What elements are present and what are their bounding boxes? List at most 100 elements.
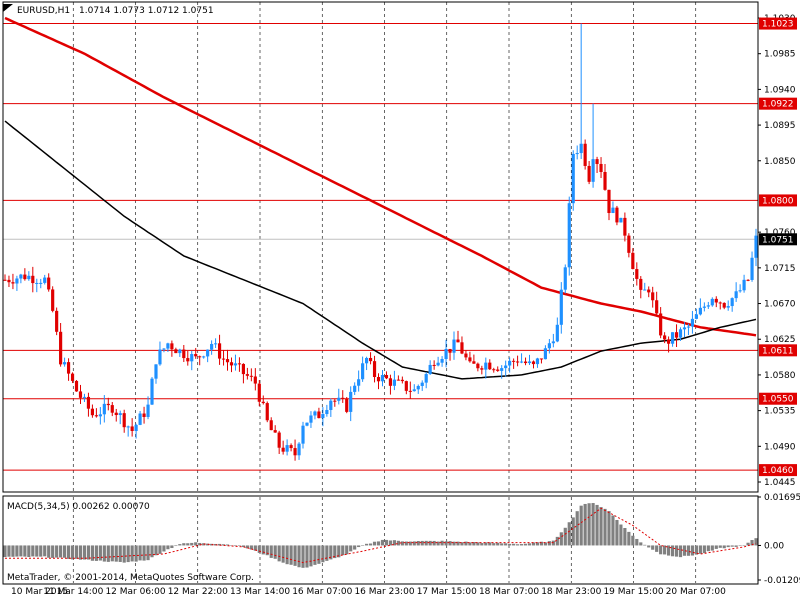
macd-bar [333, 545, 337, 559]
macd-bar [710, 545, 714, 551]
candle-body [7, 279, 11, 283]
macd-bar [468, 542, 472, 546]
candle-body [329, 400, 333, 410]
macd-bar [66, 545, 71, 559]
macd-bar [55, 545, 59, 558]
macd-bar [78, 545, 83, 560]
candle-body [527, 361, 532, 364]
macd-tick-label: 0.01695 [764, 493, 800, 503]
macd-bar [158, 545, 162, 554]
candle-body [559, 289, 563, 325]
macd-title: MACD(5,34,5) 0.00262 0.00070 [7, 502, 150, 512]
macd-bar [233, 545, 238, 547]
macd-bar [74, 545, 79, 559]
macd-bar [277, 545, 281, 562]
macd-bar [293, 545, 297, 566]
candle-body [682, 327, 687, 330]
macd-bar [571, 517, 575, 546]
candle-body [372, 361, 377, 378]
candle-body [440, 358, 444, 363]
candle-body [313, 411, 317, 416]
candle-body [686, 326, 691, 328]
x-tick-label: 12 Mar 06:00 [105, 587, 165, 597]
macd-bar [579, 505, 583, 546]
candle-body [154, 364, 158, 379]
candle-body [424, 374, 428, 383]
candle-body [273, 430, 277, 433]
macd-bar [273, 545, 277, 559]
macd-bar [15, 545, 19, 557]
chart-shift-icon[interactable] [3, 4, 13, 12]
macd-bar [257, 545, 261, 553]
candle-body [325, 409, 329, 415]
macd-bar [456, 541, 460, 546]
candle-body [710, 298, 714, 306]
macd-bar [639, 542, 643, 546]
candle-body [349, 391, 353, 412]
candlesticks [3, 23, 758, 461]
candle-body [162, 348, 166, 350]
macd-bar [615, 519, 619, 546]
candle-body [285, 445, 289, 452]
candle-body [436, 362, 440, 366]
x-tick-label: 16 Mar 23:00 [354, 587, 414, 597]
candle-body [388, 378, 393, 386]
macd-grid [72, 497, 697, 583]
macd-bar [19, 545, 23, 557]
macd-bar [321, 545, 325, 563]
macd-bar [531, 542, 536, 546]
candle-body [142, 413, 146, 417]
candle-body [82, 396, 87, 398]
candle-body [106, 403, 110, 406]
y-tick-label: 1.0985 [764, 50, 796, 60]
candle-body [130, 426, 134, 431]
candle-body [269, 420, 273, 431]
y-tick-label: 1.0445 [764, 478, 796, 488]
candle-body [74, 380, 79, 392]
ma-slow-line [4, 16, 757, 337]
macd-bar [285, 545, 289, 565]
macd-bar [261, 545, 265, 555]
candle-body [202, 356, 206, 358]
macd-bar [70, 545, 75, 560]
moving-averages [4, 16, 757, 380]
macd-bar [253, 545, 257, 551]
macd-bar [527, 543, 532, 546]
macd-bar [663, 545, 667, 555]
candle-body [555, 324, 559, 342]
level-tag [759, 97, 797, 110]
candle-body [543, 348, 547, 360]
candle-body [380, 375, 385, 382]
macd-bar [102, 545, 106, 562]
macd-bar [404, 541, 408, 546]
macd-bar [488, 542, 492, 546]
candle-body [138, 413, 142, 425]
macd-bar [500, 543, 504, 546]
macd-bar [631, 535, 635, 546]
candle-body [647, 289, 651, 293]
candle-body [651, 292, 655, 301]
candle-body [23, 274, 27, 280]
macd-bar [603, 508, 607, 546]
macd-bar [420, 540, 424, 546]
macd-bar [325, 545, 329, 561]
candle-body [265, 403, 269, 421]
candle-body [702, 306, 706, 308]
candle-body [368, 357, 373, 362]
candle-body [357, 379, 361, 386]
macd-bar [114, 545, 118, 562]
candle-body [746, 279, 750, 281]
macd-bar [186, 543, 190, 546]
macd-axis: 0.01695 0.00 -0.01209 [758, 493, 800, 586]
candle-body [249, 375, 253, 377]
candle-body [35, 282, 39, 284]
price-grid [72, 2, 697, 491]
candle-body [504, 365, 508, 369]
macd-bar [341, 545, 345, 556]
candle-body [603, 172, 607, 190]
macd-bar [217, 543, 222, 546]
macd-bar [11, 545, 15, 557]
macd-bar [464, 541, 468, 546]
candle-body [178, 349, 182, 354]
candle-body [718, 302, 722, 304]
